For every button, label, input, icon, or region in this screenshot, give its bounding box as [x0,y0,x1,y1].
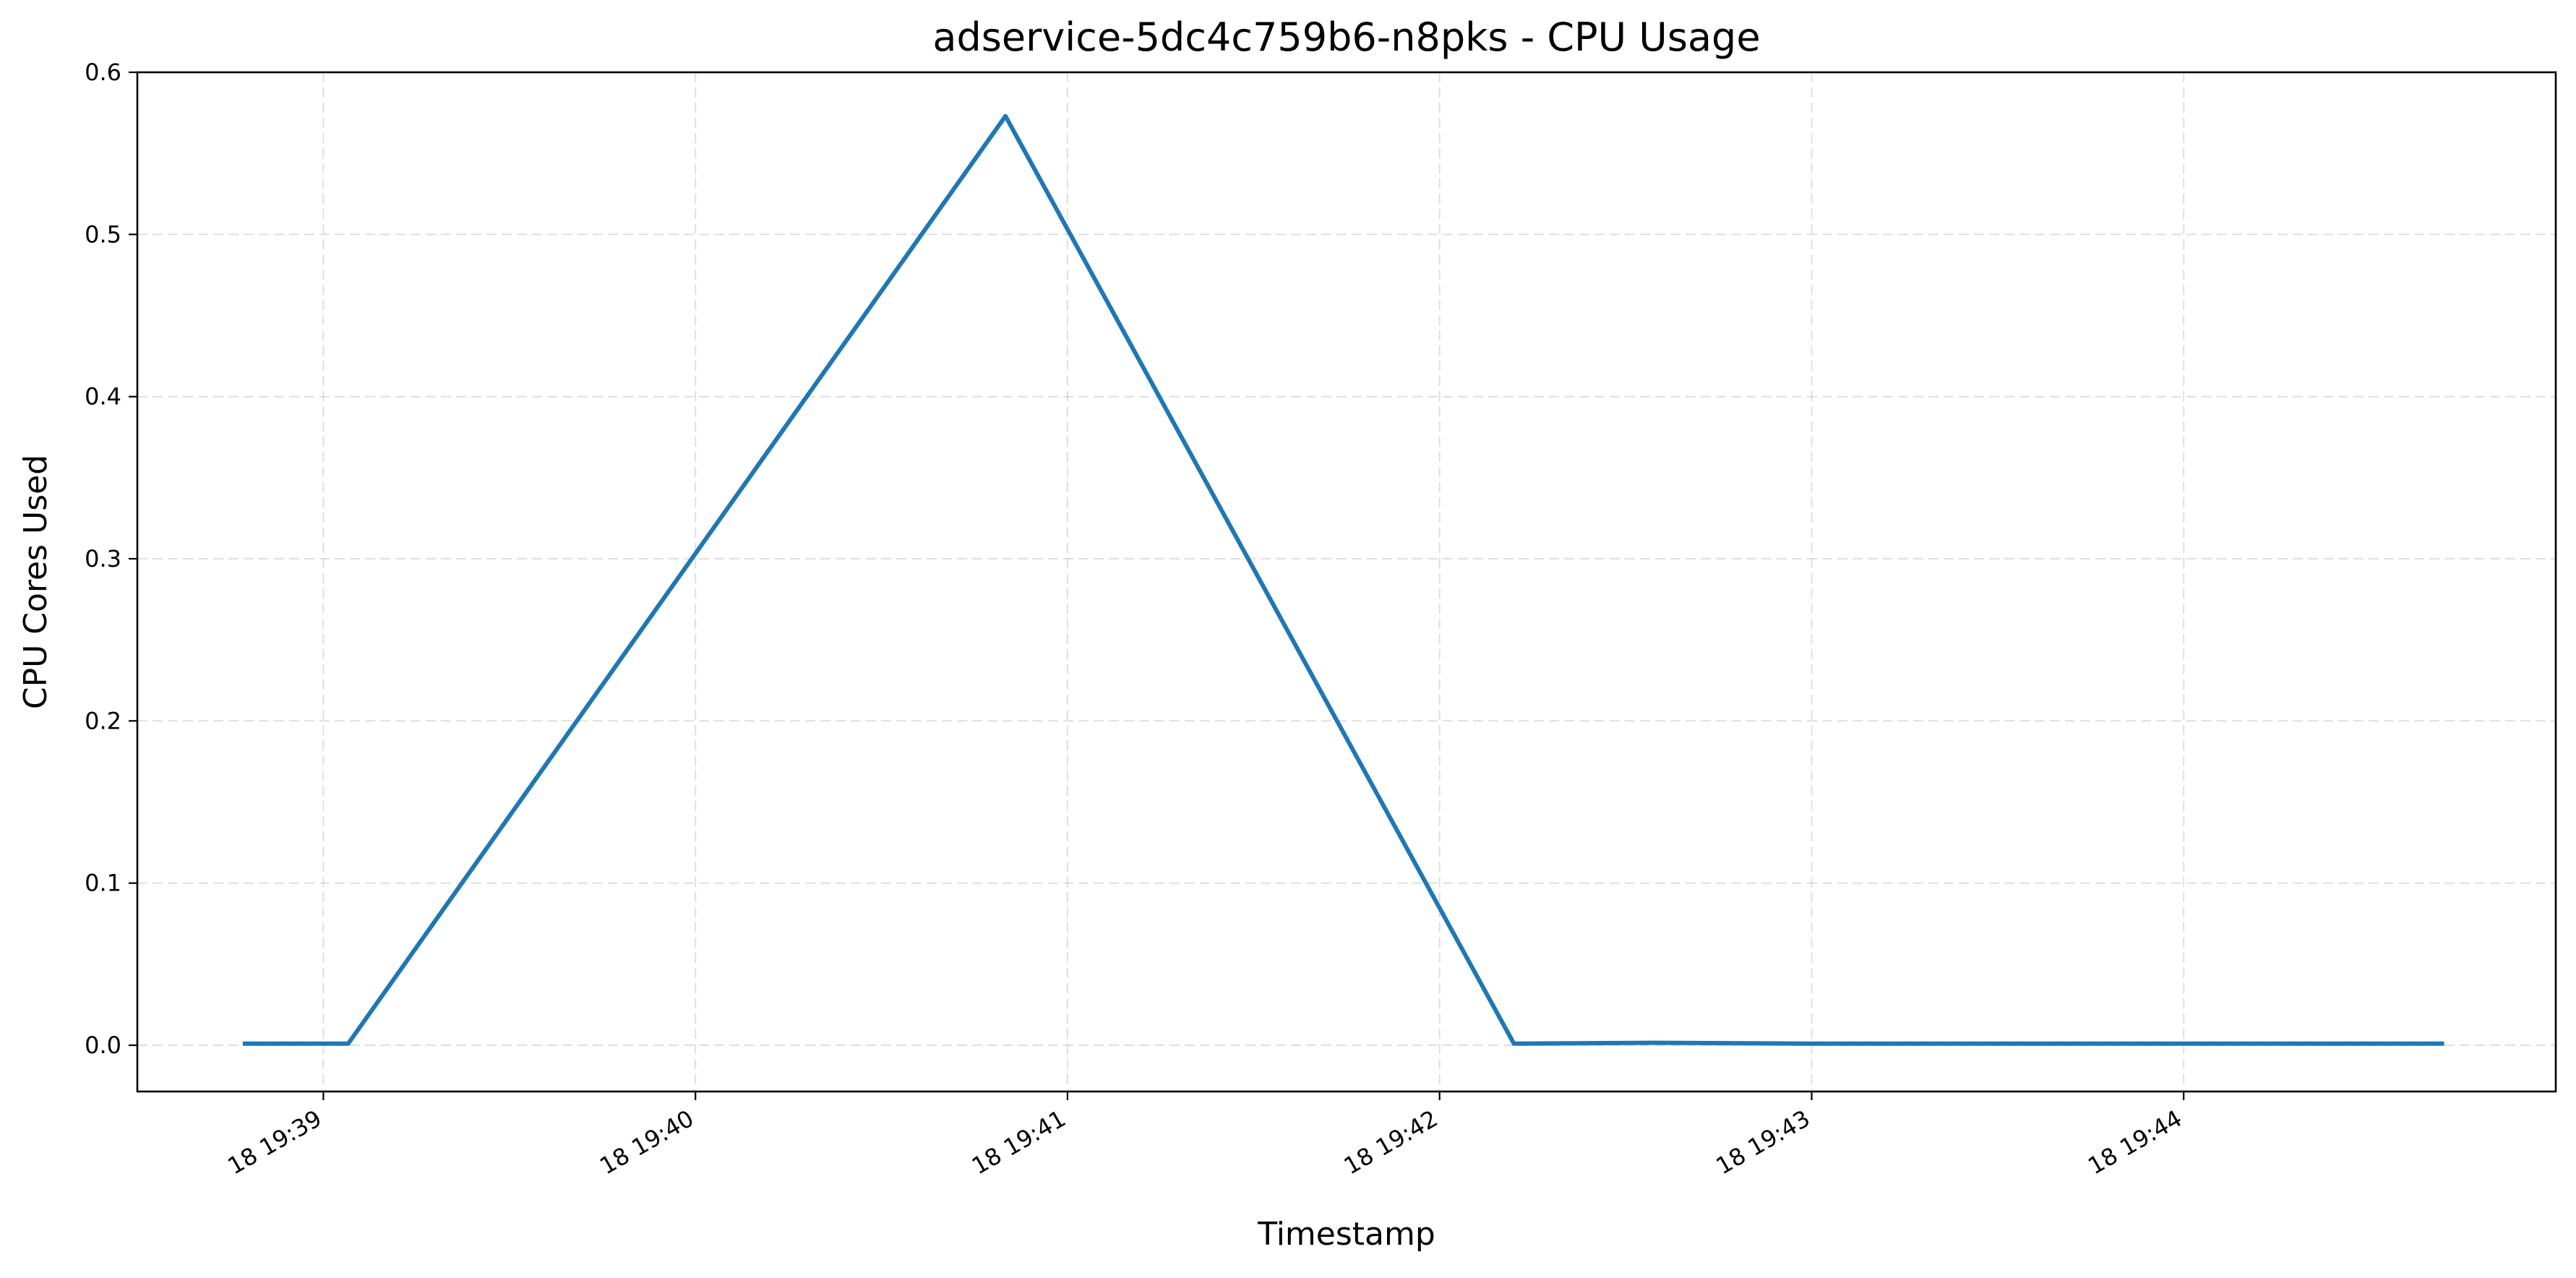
data-point [1003,114,1008,119]
y-tick-label: 0.5 [85,220,121,248]
y-tick-label: 0.3 [85,545,121,572]
y-tick-label: 0.4 [85,383,121,411]
cpu-usage-series-line [242,113,2444,1046]
chart-title: adservice-5dc4c759b6-n8pks - CPU Usage [932,14,1760,60]
y-tick-label: 0.6 [85,59,121,86]
plot-area-frame [136,71,2557,1093]
data-point [2442,1042,2447,1046]
data-point [1810,1042,1814,1046]
y-tick-label: 0.0 [85,1032,121,1059]
series-layer [241,113,2447,1046]
y-tick-label: 0.2 [85,707,121,734]
y-axis-ticks: 0.0 0.1 0.2 0.3 0.4 0.5 0.6 [85,59,137,1059]
x-axis-title: Timestamp [1257,1216,1435,1253]
data-point [1512,1042,1516,1046]
y-tick-label: 0.1 [85,870,121,897]
y-axis-title: CPU Cores Used [17,455,54,709]
data-point [1654,1041,1659,1045]
data-point [346,1042,351,1046]
data-point [241,1042,245,1046]
